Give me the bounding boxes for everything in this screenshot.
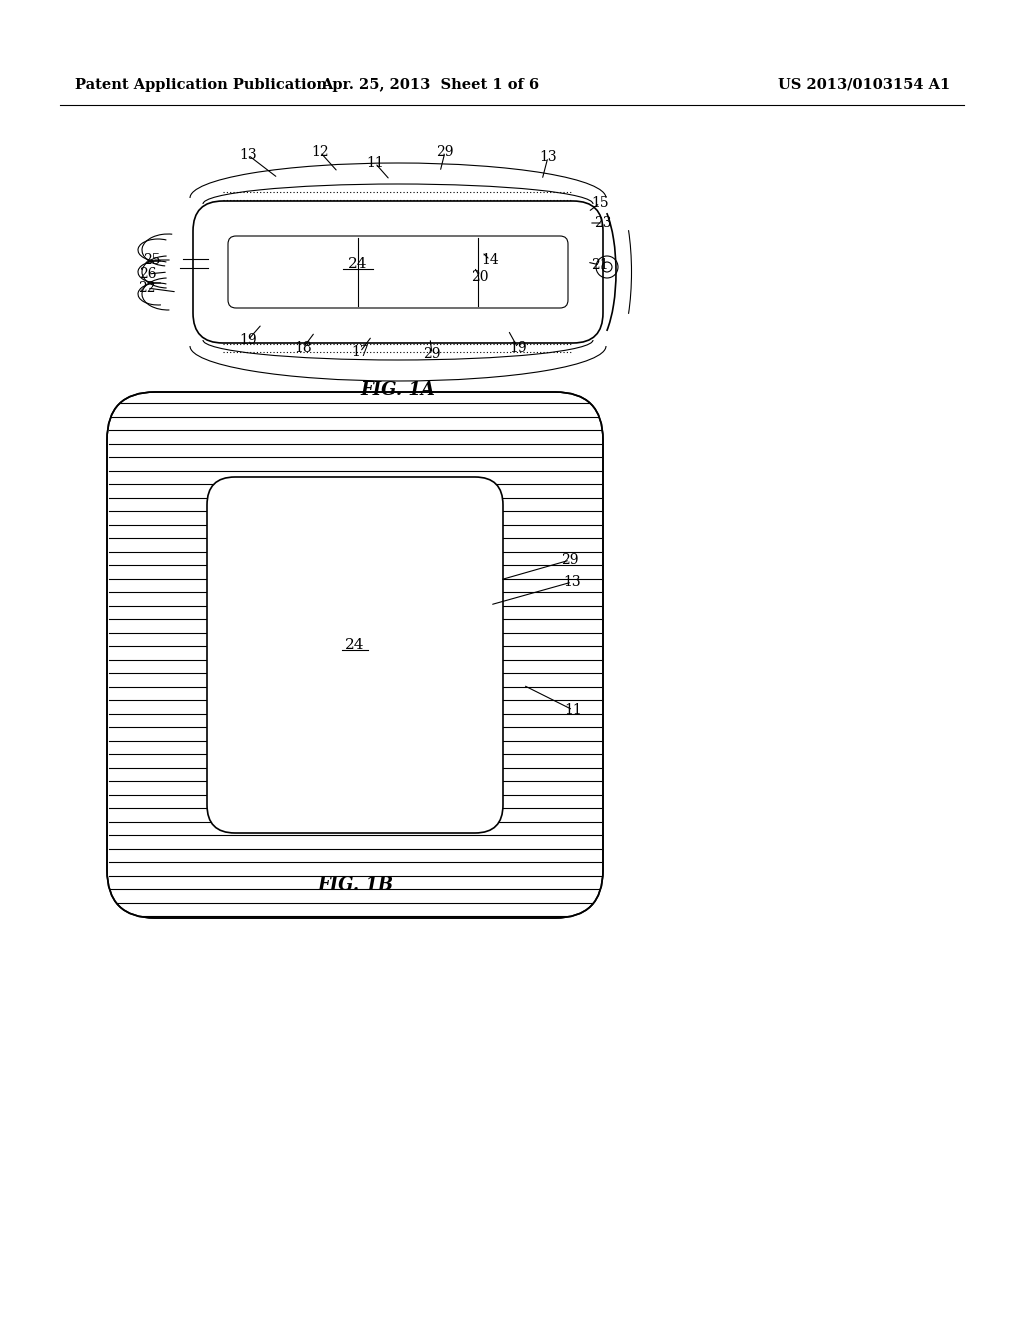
Text: 13: 13 bbox=[563, 576, 581, 589]
FancyBboxPatch shape bbox=[193, 201, 603, 343]
Text: 24: 24 bbox=[348, 257, 368, 271]
Text: 18: 18 bbox=[294, 341, 312, 355]
Text: 29: 29 bbox=[561, 553, 579, 568]
Text: 29: 29 bbox=[423, 347, 440, 360]
FancyBboxPatch shape bbox=[228, 236, 568, 308]
Text: 19: 19 bbox=[240, 333, 257, 347]
Text: 22: 22 bbox=[138, 281, 156, 294]
Text: US 2013/0103154 A1: US 2013/0103154 A1 bbox=[778, 78, 950, 92]
Text: 20: 20 bbox=[471, 271, 488, 284]
Text: 12: 12 bbox=[311, 145, 329, 158]
Text: 15: 15 bbox=[591, 195, 609, 210]
Text: 29: 29 bbox=[436, 145, 454, 158]
Text: 14: 14 bbox=[481, 253, 499, 267]
Text: 26: 26 bbox=[139, 267, 157, 281]
Text: 17: 17 bbox=[351, 345, 369, 359]
Text: 24: 24 bbox=[345, 638, 365, 652]
Text: 13: 13 bbox=[540, 150, 557, 164]
Text: 11: 11 bbox=[564, 704, 582, 717]
Text: 21: 21 bbox=[591, 257, 609, 272]
Text: 23: 23 bbox=[594, 216, 611, 230]
Text: Apr. 25, 2013  Sheet 1 of 6: Apr. 25, 2013 Sheet 1 of 6 bbox=[321, 78, 539, 92]
Text: FIG. 1A: FIG. 1A bbox=[360, 381, 435, 399]
FancyBboxPatch shape bbox=[207, 477, 503, 833]
Text: 11: 11 bbox=[367, 156, 384, 170]
Text: 19: 19 bbox=[509, 341, 526, 355]
FancyBboxPatch shape bbox=[106, 392, 603, 917]
Text: FIG. 1B: FIG. 1B bbox=[317, 876, 393, 894]
Text: 13: 13 bbox=[240, 148, 257, 162]
Text: Patent Application Publication: Patent Application Publication bbox=[75, 78, 327, 92]
Text: 25: 25 bbox=[143, 253, 161, 267]
